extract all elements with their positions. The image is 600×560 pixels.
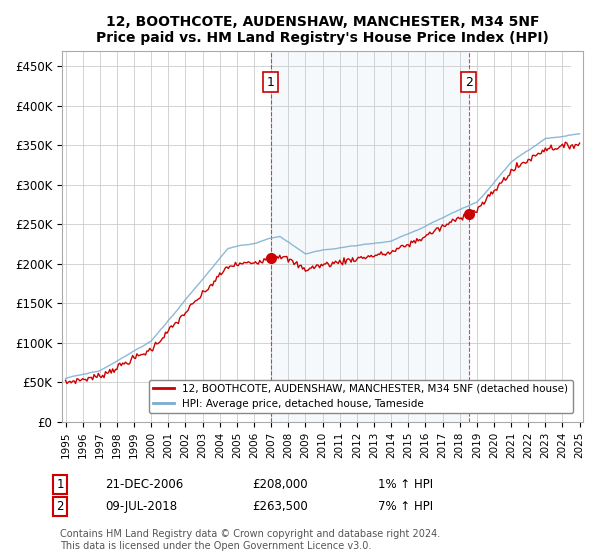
Text: 21-DEC-2006: 21-DEC-2006 bbox=[105, 478, 183, 491]
Text: 1: 1 bbox=[56, 478, 64, 491]
Text: 1: 1 bbox=[267, 76, 275, 88]
Legend: 12, BOOTHCOTE, AUDENSHAW, MANCHESTER, M34 5NF (detached house), HPI: Average pri: 12, BOOTHCOTE, AUDENSHAW, MANCHESTER, M3… bbox=[149, 380, 572, 413]
Text: 1% ↑ HPI: 1% ↑ HPI bbox=[378, 478, 433, 491]
Text: £263,500: £263,500 bbox=[252, 500, 308, 514]
Text: £208,000: £208,000 bbox=[252, 478, 308, 491]
Text: 09-JUL-2018: 09-JUL-2018 bbox=[105, 500, 177, 514]
Text: Contains HM Land Registry data © Crown copyright and database right 2024.
This d: Contains HM Land Registry data © Crown c… bbox=[60, 529, 440, 551]
Text: 2: 2 bbox=[56, 500, 64, 514]
Text: 2: 2 bbox=[465, 76, 473, 88]
Text: 7% ↑ HPI: 7% ↑ HPI bbox=[378, 500, 433, 514]
Title: 12, BOOTHCOTE, AUDENSHAW, MANCHESTER, M34 5NF
Price paid vs. HM Land Registry's : 12, BOOTHCOTE, AUDENSHAW, MANCHESTER, M3… bbox=[96, 15, 549, 45]
Bar bbox=[571, 50, 583, 422]
Bar bbox=[571, 50, 583, 422]
Bar bbox=[271, 50, 469, 422]
